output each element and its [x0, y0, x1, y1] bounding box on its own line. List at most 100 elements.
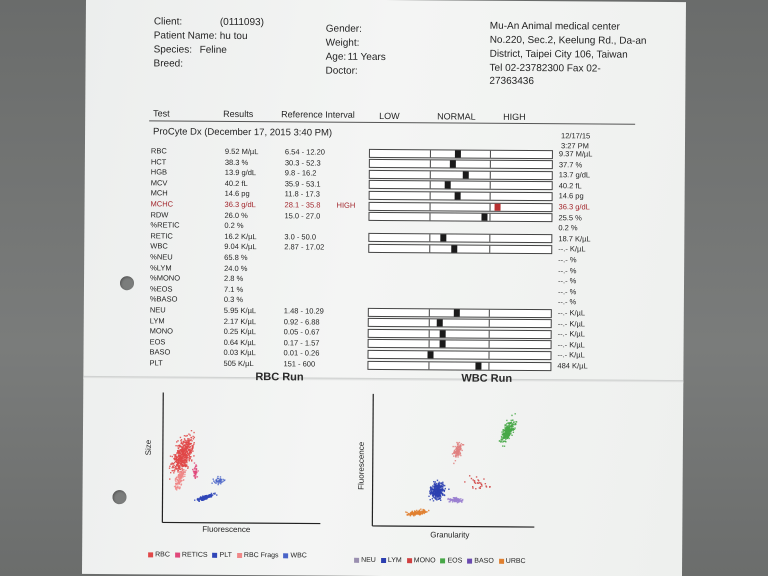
test-name: RBC: [150, 146, 167, 156]
reference-interval: 11.8 - 17.3: [284, 189, 320, 199]
rbc-legend-item: PLT: [212, 551, 232, 559]
legend-swatch: [283, 552, 289, 558]
legend-label: RETICS: [181, 551, 208, 559]
result-value: 14.6 pg: [224, 189, 250, 199]
previous-value: --.- K/µL: [557, 329, 585, 339]
test-name: %MONO: [150, 273, 181, 283]
range-marker: [455, 192, 462, 200]
reference-interval: 28.1 - 35.8: [284, 200, 321, 210]
reference-interval: 30.3 - 52.3: [284, 157, 321, 168]
range-bar: [367, 317, 552, 329]
legend-swatch: [380, 557, 386, 563]
previous-value: 36.3 g/dL: [558, 202, 590, 212]
species-value: Feline: [199, 44, 227, 56]
previous-value: --.- K/µL: [557, 308, 586, 318]
range-marker: [494, 203, 501, 211]
test-name: HGB: [150, 167, 168, 177]
rbc-frags-cluster: [173, 468, 187, 491]
range-marker: [449, 160, 456, 168]
previous-value: --.- %: [558, 265, 577, 275]
previous-value: --.- K/µL: [557, 340, 585, 350]
previous-value: 18.7 K/µL: [558, 234, 591, 244]
previous-value: --.- %: [558, 276, 577, 286]
legend-label: URBC: [505, 557, 526, 565]
client-value: (0111093): [219, 16, 264, 29]
test-name: BASO: [149, 347, 171, 357]
baso-cluster: [447, 496, 464, 504]
rbc-y-axis: [161, 392, 164, 523]
test-name: %BASO: [149, 294, 178, 304]
rbc-legend-item: RETICS: [174, 551, 208, 559]
range-bar: [367, 349, 552, 361]
legend-swatch: [174, 552, 180, 558]
wbc-legend-item: LYM: [380, 557, 402, 564]
rbc-x-label: Fluorescence: [202, 524, 251, 535]
clinic-fax: 27363436: [489, 75, 534, 88]
patient-value: hu tou: [219, 30, 248, 43]
reference-interval: 0.92 - 6.88: [283, 316, 320, 327]
test-name: RETIC: [150, 231, 173, 241]
rbc-run-title: RBC Run: [255, 371, 304, 384]
previous-value: --.- %: [557, 287, 577, 297]
run-title: ProCyte Dx (December 17, 2015 3:40 PM): [153, 126, 333, 139]
plt-cluster: [193, 492, 218, 503]
result-value: 0.2 %: [224, 221, 244, 231]
reference-interval: 2.87 - 17.02: [284, 242, 325, 252]
urbc-cluster: [405, 508, 430, 517]
test-name: NEU: [149, 305, 166, 315]
clinic-name: Mu-An Animal medical center: [489, 20, 620, 33]
range-bar: [367, 307, 552, 318]
lym-cluster: [428, 479, 450, 502]
prev-date: 12/17/15: [561, 131, 591, 141]
legend-label: BASO: [474, 557, 494, 565]
range-marker: [436, 319, 443, 327]
rbc-run-scatter: [161, 392, 321, 525]
range-bar: [367, 328, 552, 339]
wbc-x-axis: [372, 525, 535, 528]
wbc-run-title: WBC Run: [461, 372, 513, 385]
test-name: RDW: [150, 209, 169, 220]
result-value: 0.25 K/µL: [223, 327, 256, 337]
col-high: HIGH: [503, 111, 526, 122]
range-bar: [368, 158, 553, 170]
previous-value: 25.5 %: [558, 212, 582, 222]
rbc-x-axis: [162, 521, 321, 525]
test-name: MONO: [149, 326, 174, 336]
legend-label: MONO: [413, 557, 436, 565]
range-marker: [440, 234, 447, 242]
result-value: 9.52 M/µL: [224, 146, 259, 157]
legend-label: RBC: [155, 551, 170, 559]
legend-label: RBC Frags: [243, 552, 279, 560]
flag-label: HIGH: [336, 200, 356, 210]
previous-value: 40.2 fL: [558, 181, 582, 191]
legend-label: PLT: [219, 551, 232, 559]
reference-interval: 0.01 - 0.26: [283, 348, 320, 358]
range-bar: [368, 233, 553, 244]
range-bar: [368, 201, 553, 212]
test-name: %NEU: [150, 252, 173, 262]
result-value: 24.0 %: [224, 263, 248, 273]
result-value: 2.17 K/µL: [223, 316, 257, 326]
test-name: HCT: [150, 156, 167, 167]
reference-interval: 6.54 - 12.20: [284, 147, 325, 157]
clinic-tel: Tel 02-23782300 Fax 02-: [489, 62, 601, 75]
range-bar: [368, 180, 553, 191]
reference-interval: 0.17 - 1.57: [283, 338, 320, 348]
weight-label: Weight:: [325, 37, 360, 49]
test-name: MCH: [150, 188, 168, 198]
reference-interval: 9.8 - 16.2: [284, 168, 317, 178]
wbc-legend-item: NEU: [354, 557, 376, 564]
range-bar: [368, 190, 553, 202]
punch-hole: [112, 490, 127, 505]
previous-value: --.- K/µL: [557, 318, 586, 328]
test-name: MCHC: [150, 199, 174, 209]
eos-cluster: [498, 413, 518, 447]
legend-swatch: [498, 558, 504, 564]
test-name: %RETIC: [150, 220, 180, 230]
rbc-legend: RBC RETICS PLT RBC Frags WBC: [148, 543, 312, 562]
previous-value: 0.2 %: [558, 223, 578, 233]
range-bar: [368, 211, 553, 223]
neu-cluster: [464, 475, 491, 490]
legend-label: NEU: [361, 556, 376, 564]
wbc-legend: NEU LYM MONO EOS BASO URBC: [354, 549, 531, 568]
